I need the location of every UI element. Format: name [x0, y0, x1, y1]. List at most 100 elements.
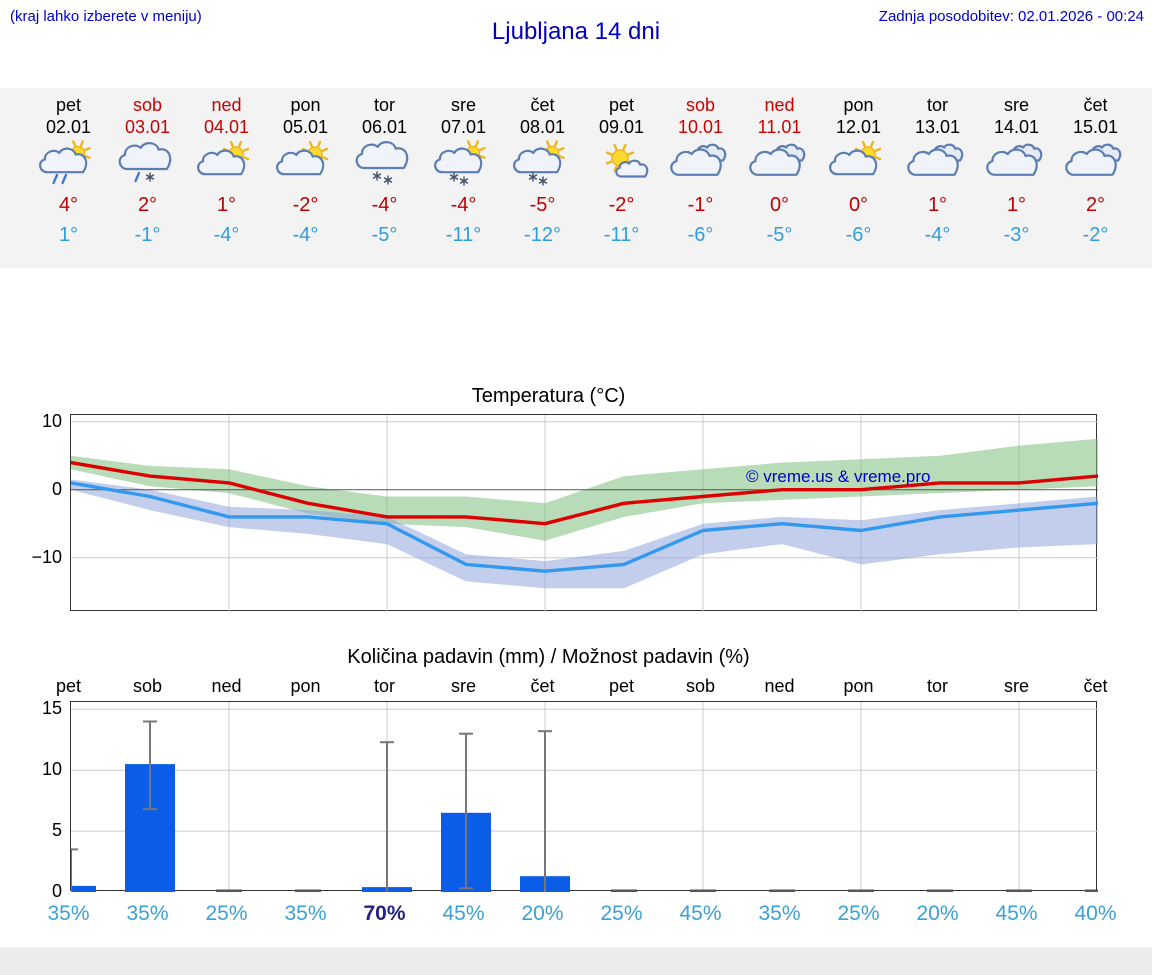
topbar: (kraj lahko izberete v meniju) Ljubljana… [0, 0, 1152, 88]
precip-probability: 45% [442, 902, 485, 925]
forecast-day: pon 12.01 0° -6° [819, 88, 898, 268]
weather-icon [503, 140, 582, 192]
low-temp: -11° [603, 224, 640, 246]
temp-axis-tick: 10 [41, 410, 62, 431]
last-update: Zadnja posodobitev: 02.01.2026 - 00:24 [878, 8, 1144, 25]
weather-icon [1056, 140, 1135, 192]
precip-day-label: tor [373, 676, 395, 696]
temperature-chart-svg [71, 415, 1098, 612]
precip-day-label: pet [608, 676, 635, 696]
precipitation-chart-svg [71, 702, 1098, 892]
high-temp: -5° [529, 194, 556, 216]
precip-probability: 20% [916, 902, 959, 925]
forecast-day: tor 06.01 -4° -5° [345, 88, 424, 268]
high-temp: -2° [608, 194, 635, 216]
day-date: 09.01 [598, 117, 645, 137]
precipitation-section: Količina padavin (mm) / Možnost padavin … [0, 645, 1152, 927]
forecast-day: sre 07.01 -4° -11° [424, 88, 503, 268]
precip-day-label: ned [764, 676, 795, 696]
day-name: pet [608, 95, 635, 115]
temperature-section: Temperatura (°C) © vreme.us & vreme.pro … [0, 384, 1152, 612]
watermark-link[interactable]: © vreme.us & vreme.pro [746, 467, 931, 486]
precip-axis-tick: 5 [51, 820, 62, 841]
low-temp: -2° [1082, 224, 1109, 246]
weather-icon-svg [118, 142, 171, 183]
precip-probability: 40% [1074, 902, 1117, 925]
precip-axis-tick: 15 [41, 698, 62, 719]
day-name: sob [685, 95, 716, 115]
weather-icon [424, 140, 503, 192]
forecast-day: sob 03.01 2° -1° [108, 88, 187, 268]
temp-axis-tick: 0 [51, 478, 62, 499]
weather-icon-svg [669, 143, 726, 176]
day-date: 10.01 [677, 117, 724, 137]
temperature-chart-title: Temperatura (°C) [471, 385, 626, 407]
weather-icon-svg [512, 140, 565, 186]
day-date: 12.01 [835, 117, 882, 137]
forecast-day: pon 05.01 -2° -4° [266, 88, 345, 268]
forecast-day: čet 08.01 -5° -12° [503, 88, 582, 268]
precip-probability: 35% [47, 902, 90, 925]
high-temp: 1° [927, 194, 948, 216]
precip-day-label: čet [1083, 676, 1108, 696]
low-temp: -12° [524, 224, 561, 246]
weather-icon [898, 140, 977, 192]
precip-day-label: pet [55, 676, 82, 696]
precip-probability: 45% [679, 902, 722, 925]
weather-icon-svg [985, 143, 1042, 176]
low-temp: -5° [766, 224, 793, 246]
weather-icon-svg [605, 143, 648, 178]
precip-probability: 45% [995, 902, 1038, 925]
weather-icon [187, 140, 266, 192]
day-date: 15.01 [1072, 117, 1119, 137]
low-temp: -4° [213, 224, 240, 246]
high-temp: 0° [769, 194, 790, 216]
precip-day-label: sre [450, 676, 476, 696]
high-temp: -1° [687, 194, 714, 216]
day-name: sre [1003, 95, 1029, 115]
day-name: ned [211, 95, 242, 115]
day-name: ned [764, 95, 795, 115]
low-temp: -3° [1003, 224, 1030, 246]
precip-day-label: sre [1003, 676, 1029, 696]
precip-probability: 35% [284, 902, 327, 925]
precipitation-day-labels: pet sob ned pon tor sre čet pet sob ned pon tor sre č… [0, 675, 1152, 697]
day-name: tor [926, 95, 948, 115]
weather-icon-svg [196, 140, 249, 176]
high-temp: 2° [137, 194, 158, 216]
weather-icon-svg [275, 140, 328, 176]
forecast-day: sre 14.01 1° -3° [977, 88, 1056, 268]
forecast-day: tor 13.01 1° -4° [898, 88, 977, 268]
day-date: 14.01 [993, 117, 1040, 137]
weather-icon-svg [38, 140, 91, 185]
weather-icon [266, 140, 345, 192]
precipitation-chart: 0 5 10 15 [0, 698, 1152, 901]
day-date: 05.01 [282, 117, 329, 137]
forecast-day: pet 09.01 -2° -11° [582, 88, 661, 268]
high-temp: 2° [1085, 194, 1106, 216]
precip-probability: 20% [521, 902, 564, 925]
low-temp: -4° [292, 224, 319, 246]
low-temp: -11° [445, 224, 482, 246]
weather-icon [29, 140, 108, 192]
day-name: tor [373, 95, 395, 115]
weather-icon [345, 140, 424, 192]
high-temp: 4° [58, 194, 79, 216]
precip-day-label: pon [290, 676, 321, 696]
weather-icon [108, 140, 187, 192]
precip-axis-tick: 0 [51, 881, 62, 901]
precip-axis-tick: 10 [41, 759, 62, 780]
weather-icon-svg [906, 143, 963, 176]
forecast-day: čet 15.01 2° -2° [1056, 88, 1135, 268]
day-date: 06.01 [361, 117, 408, 137]
forecast-day: pet 02.01 4° 1° [29, 88, 108, 268]
weather-icon [740, 140, 819, 192]
low-temp: -1° [134, 224, 161, 246]
menu-hint: (kraj lahko izberete v meniju) [10, 8, 202, 25]
temperature-chart: © vreme.us & vreme.pro 10 0 −10 [0, 410, 1152, 612]
precipitation-chart-title: Količina padavin (mm) / Možnost padavin … [347, 646, 750, 668]
day-date: 02.01 [45, 117, 92, 137]
precip-day-label: sob [132, 676, 163, 696]
precip-probability: 25% [205, 902, 248, 925]
